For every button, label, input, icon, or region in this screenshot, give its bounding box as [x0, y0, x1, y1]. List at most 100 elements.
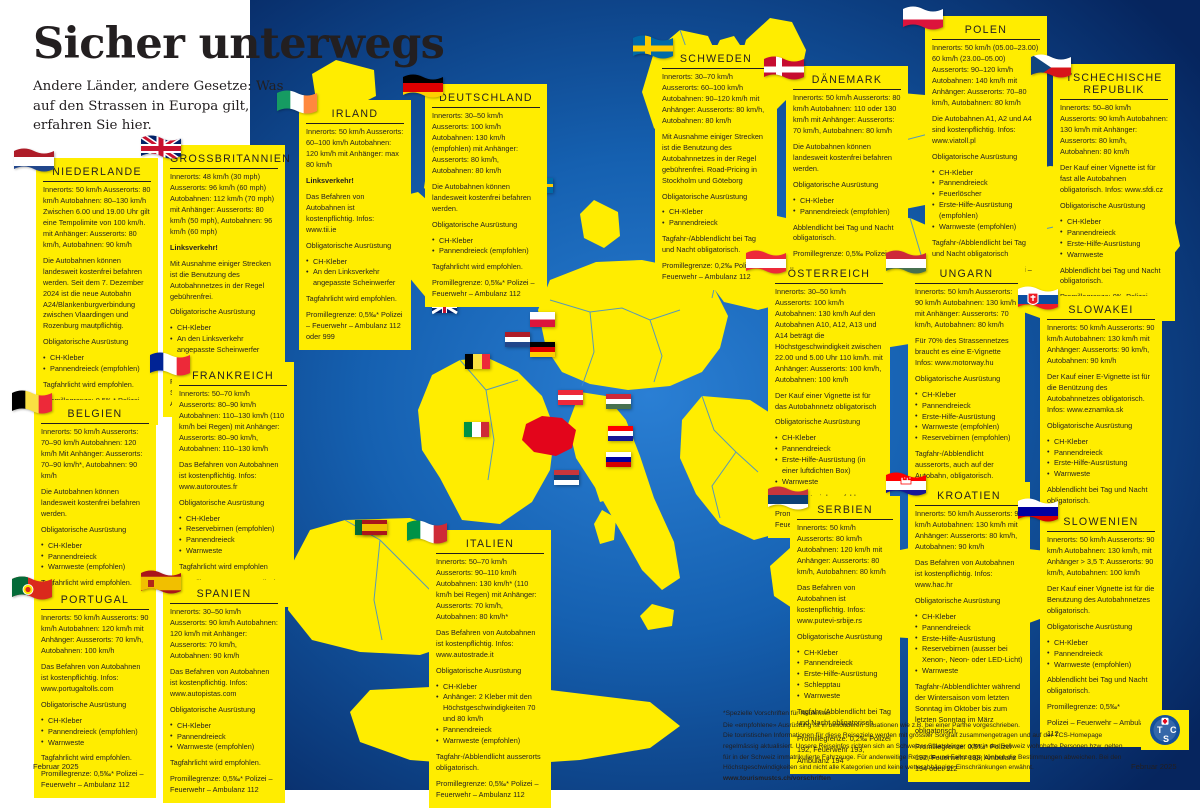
card-equipment-item: Erste-Hilfe-Ausrüstung: [915, 411, 1018, 423]
title-block: Sicher unterwegs Andere Länder, andere G…: [33, 21, 453, 135]
map-pin-croatia: [608, 424, 634, 443]
card-paragraph: Innerorts: 50 km/h Ausserorts: 90 km/h A…: [41, 613, 149, 655]
map-pin-spain: [362, 518, 388, 537]
card-body: Innerorts: 50 km/h Ausserorts: 80 km/h A…: [43, 185, 151, 418]
card-paragraph: Obligatorische Ausrüstung: [915, 595, 1001, 605]
card-polen[interactable]: POLEN Innerorts: 50 km/h (05.00–23.00) 60…: [925, 16, 1047, 294]
card-equipment-item: Erste-Hilfe-Ausrüstung: [915, 633, 1023, 645]
card-spanien[interactable]: SPANIEN Innerorts: 30–50 km/h Ausserorts:…: [163, 580, 285, 804]
card-italien[interactable]: ITALIEN Innerorts: 50–70 km/h Ausserorts:…: [429, 530, 551, 808]
card-paragraph: Promillegrenze: 0,5‰* Polizei – Feuerweh…: [432, 278, 535, 299]
card-title: DÄNEMARK: [793, 71, 901, 91]
card-schweden[interactable]: SCHWEDEN Innerorts: 30–70 km/h Ausserorts…: [655, 45, 777, 291]
card-equipment-item: Feuerlöscher: [932, 189, 1040, 200]
card-paragraph: Obligatorische Ausrüstung: [932, 151, 1018, 161]
card-equipment-item: Warnweste: [797, 691, 893, 702]
card-equipment-item: Pannendreieck: [932, 178, 1040, 189]
card-paragraph: Obligatorische Ausrüstung: [1060, 200, 1146, 210]
card-equipment-item: CH-Kleber: [179, 513, 287, 525]
card-paragraph: Der Kauf einer Vignette ist für fast all…: [1060, 163, 1164, 194]
card-body: Innerorts: 50 km/h Ausserorts: 60–100 km…: [306, 127, 404, 343]
card-paragraph: Für 70% des Strassennetzes braucht es ei…: [915, 335, 1009, 367]
card-serbien[interactable]: SERBIEN Innerorts: 50 km/h Ausserorts: 80…: [790, 496, 900, 774]
card-paragraph: Promillegrenze: 0,5‰*: [1047, 702, 1121, 712]
card-equipment-item: CH-Kleber: [932, 167, 1040, 179]
card-equipment-list: CH-KleberPannendreieckWarnweste (empfohl…: [1047, 637, 1155, 671]
svg-text:C: C: [1170, 725, 1177, 735]
card-equipment-list: CH-KleberPannendreieck (empfohlen): [793, 195, 901, 218]
card-title: IRLAND: [306, 105, 404, 125]
card-title: DEUTSCHLAND: [432, 89, 540, 109]
card-equipment-item: Pannendreieck: [775, 444, 883, 455]
card-paragraph: Innerorts: 50 km/h (05.00–23.00) 60 km/h…: [932, 43, 1039, 107]
card-deutschland[interactable]: DEUTSCHLAND Innerorts: 30–50 km/h Aussero…: [425, 84, 547, 308]
card-niederlande[interactable]: NIEDERLANDE Innerorts: 50 km/h Ausserorts…: [36, 158, 158, 425]
card-portugal[interactable]: PORTUGAL Innerorts: 50 km/h Ausserorts: 9…: [34, 586, 156, 799]
page-subtitle: Andere Länder, andere Gesetze: Was auf d…: [33, 79, 284, 134]
card-daenemark[interactable]: DÄNEMARK Innerorts: 50 km/h Ausserorts: 8…: [786, 66, 908, 279]
footnotes: *Spezielle Vorschriften für Neulenker Di…: [723, 709, 1128, 785]
card-paragraph: Linksverkehr!: [306, 175, 354, 185]
card-paragraph: Tagfahr-/Abblendlicht bei Tag und Nacht …: [797, 707, 891, 728]
card-irland[interactable]: IRLAND Innerorts: 50 km/h Ausserorts: 60–…: [299, 100, 411, 351]
card-paragraph: Die Autobahnen können landesweit kostenf…: [43, 255, 144, 331]
card-paragraph: Obligatorische Ausrüstung: [662, 191, 748, 201]
card-paragraph: Tagfahr-/Abblendlicht bei Tag und Nacht …: [662, 234, 756, 255]
card-title: TSCHECHISCHE REPUBLIK: [1060, 69, 1168, 101]
card-paragraph: Tagfahr-/Abblendlichter während der Wint…: [915, 682, 1021, 736]
card-paragraph: Innerorts: 50 km/h Ausserorts: 60–100 km…: [306, 127, 404, 169]
card-equipment-item: Warnweste (empfohlen): [915, 422, 1018, 433]
card-body: Innerorts: 50 km/h (05.00–23.00) 60 km/h…: [932, 43, 1040, 287]
card-paragraph: Abblendlicht bei Tag und Nacht obligator…: [1047, 675, 1148, 696]
card-paragraph: Obligatorische Ausrüstung: [170, 704, 256, 714]
card-equipment-item: Warnweste (empfohlen): [932, 222, 1040, 233]
card-equipment-item: Reservebirnen (empfohlen): [915, 433, 1018, 444]
card-paragraph: Abblendlicht bei Tag und Nacht obligator…: [1060, 265, 1161, 286]
card-title: UNGARN: [915, 265, 1018, 285]
footnote-link[interactable]: www.tourismustcs.ch/vorschriften: [723, 775, 831, 783]
card-body: Innerorts: 50 km/h Ausserorts: 90 km/h A…: [41, 613, 149, 791]
card-equipment-list: CH-KleberPannendreieckErste-Hilfe-Ausrüs…: [797, 647, 893, 703]
card-tschechische-republik[interactable]: TSCHECHISCHE REPUBLIK Innerorts: 50–80 km…: [1053, 64, 1175, 322]
card-equipment-item: Reservebirnen (empfohlen): [179, 524, 287, 535]
card-kroatien[interactable]: KROATIEN Innerorts: 50 km/h Ausserorts: 9…: [908, 482, 1030, 782]
card-paragraph: Das Befahren von Autobahnen ist kostenpf…: [915, 557, 1015, 589]
card-equipment-list: CH-KleberAn den Linksverkehr angepasste …: [306, 256, 404, 290]
card-ungarn[interactable]: UNGARN Innerorts: 50 km/h Ausserorts: 90 …: [908, 260, 1025, 517]
card-slowakei[interactable]: SLOWAKEI Innerorts: 50 km/h Ausserorts: 9…: [1040, 296, 1162, 542]
footnote-disclaimer: Die touristischen Informationen für dies…: [723, 732, 1123, 783]
card-body: Innerorts: 30–50 km/h Ausserorts: 100 km…: [432, 111, 540, 300]
card-equipment-list: CH-KleberPannendreieckErste-Hilfe-Ausrüs…: [915, 611, 1023, 678]
card-equipment-item: An den Linksverkehr angepasste Scheinwer…: [306, 267, 404, 289]
card-slowenien[interactable]: SLOWENIEN Innerorts: 50 km/h Ausserorts: …: [1040, 508, 1162, 748]
card-paragraph: Promillegrenze: 0,2‰ Polizei 192, Feuerw…: [797, 734, 891, 765]
card-equipment-list: CH-KleberPannendreieck (empfohlen): [43, 353, 151, 375]
card-paragraph: Der Kauf einer Vignette ist für das Auto…: [775, 390, 877, 411]
card-equipment-item: Erste-Hilfe-Ausrüstung: [1047, 458, 1155, 469]
card-paragraph: Die Autobahnen können landesweit kostenf…: [41, 486, 140, 518]
card-paragraph: Obligatorische Ausrüstung: [793, 179, 879, 189]
card-paragraph: Obligatorische Ausrüstung: [43, 337, 129, 347]
card-equipment-list: CH-KleberPannendreieckFeuerlöscherErste-…: [932, 167, 1040, 234]
card-equipment-item: Warnweste: [179, 546, 287, 557]
map-pin-slovenia: [606, 450, 632, 469]
card-equipment-item: CH-Kleber: [432, 235, 540, 247]
card-equipment-item: Erste-Hilfe-Ausrüstung (empfohlen): [932, 200, 1040, 222]
card-frankreich[interactable]: FRANKREICH Innerorts: 50–70 km/h Ausseror…: [172, 362, 294, 608]
card-equipment-item: Pannendreieck (empfohlen): [41, 726, 149, 738]
map-pin-austria: [558, 388, 584, 407]
card-equipment-item: Warnweste (empfohlen): [436, 736, 544, 747]
card-paragraph: Tagfahrlicht wird empfohlen.: [41, 578, 132, 588]
card-paragraph: Abblendlicht bei Tag und Nacht obligator…: [793, 222, 894, 243]
card-equipment-list: CH-KleberPannendreieckWarnweste (empfohl…: [170, 720, 278, 754]
card-equipment-item: Erste-Hilfe-Ausrüstung: [797, 669, 893, 680]
tcs-logo: T C S: [1141, 710, 1189, 750]
card-body: Innerorts: 50 km/h Ausserorts: 90 km/h A…: [1047, 323, 1155, 534]
card-paragraph: Innerorts: 50 km/h Ausserorts: 90 km/h A…: [1047, 323, 1155, 365]
card-equipment-item: Erste-Hilfe-Ausrüstung: [1060, 238, 1168, 250]
card-paragraph: Promillegrenze: 0,5‰* Polizei – Feuerweh…: [436, 779, 539, 799]
card-paragraph: Mit Ausnahme einiger Strecken ist die Be…: [662, 131, 763, 185]
card-paragraph: Innerorts: 30–50 km/h Ausserorts: 100 km…: [775, 287, 883, 384]
card-body: Innerorts: 50 km/h Ausserorts: 80 km/h A…: [797, 523, 893, 767]
card-paragraph: Die Autobahnen A1, A2 und A4 sind kosten…: [932, 113, 1032, 145]
